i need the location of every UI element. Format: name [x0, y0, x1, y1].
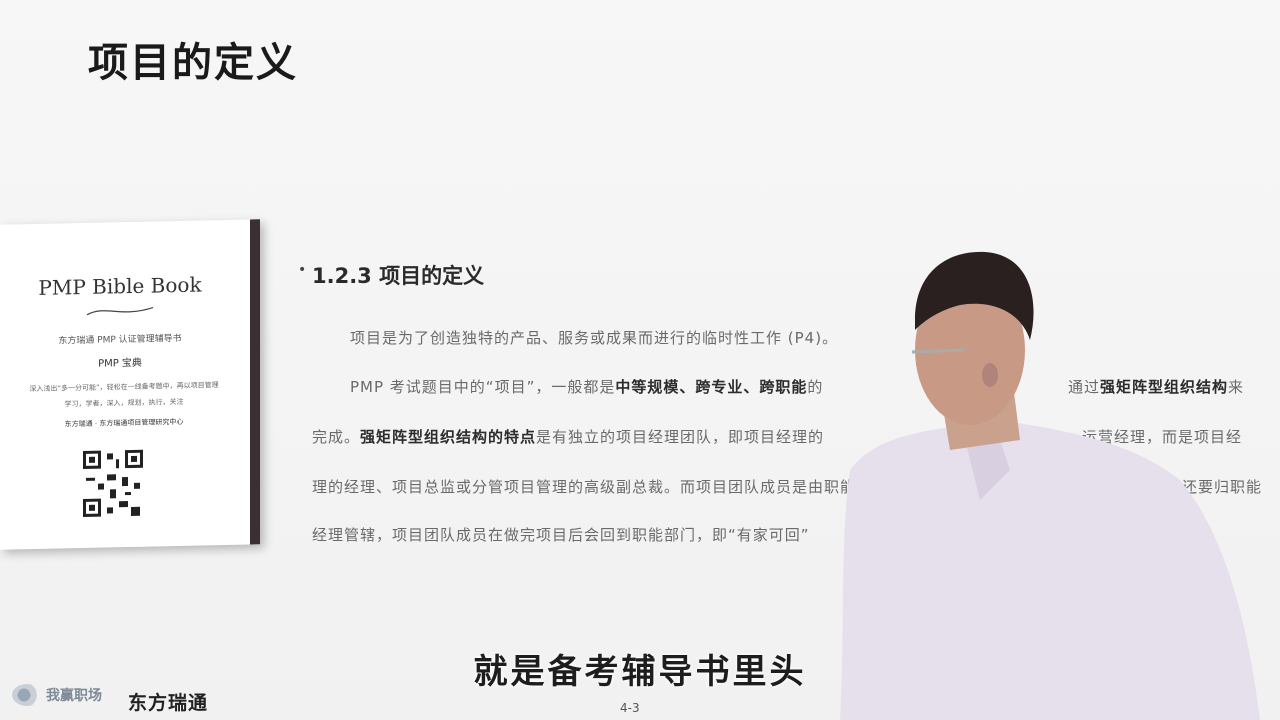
book-cover: PMP Bible Book 东方瑞通 PMP 认证管理辅导书 PMP 宝典 深… [0, 219, 260, 550]
paragraph-4-end: 政上还要归职能 [1150, 478, 1263, 496]
book-swash-decoration [86, 306, 154, 316]
paragraph-3: 完成。强矩阵型组织结构的特点是有独立的项目经理团队，即项目经理的 [312, 426, 824, 447]
slide-title: 项目的定义 [88, 40, 298, 86]
logo-left-text: 我赢职场 [46, 688, 102, 704]
book-title: PMP Bible Book [38, 272, 202, 300]
p2-emphasis-2: 强矩阵型组织结构 [1100, 378, 1229, 396]
logo-right: 东方瑞通 [128, 692, 209, 714]
paragraph-1: 项目是为了创造独特的产品、服务或成果而进行的临时性工作 (P4)。 [350, 329, 839, 347]
p2-part-c: 的 [807, 378, 824, 396]
p2-emphasis-1: 中等规模、跨专业、跨职能 [615, 378, 808, 396]
p3-part-c: 是有独立的项目经理团队，即项目经理的 [536, 428, 825, 446]
bullet-icon: • [298, 262, 307, 278]
book-line-1: 深入浅出“多一分可能”，轻松在一线备考题中，再以项目管理 [29, 381, 219, 394]
p2-part-d: 通过 [1068, 378, 1101, 396]
p2-part-f: 来 [1228, 378, 1245, 396]
p2-part-a: PMP 考试题目中的“项目”，一般都是 [350, 378, 616, 396]
paragraph-2: PMP 考试题目中的“项目”，一般都是中等规模、跨专业、跨职能的 [350, 376, 823, 397]
paragraph-3-end: 运营经理，而是项目经 [1082, 428, 1243, 446]
qr-code-icon [80, 446, 146, 521]
paragraph-4: 理的经理、项目总监或分管项目管理的高级副总裁。而项目团队成员是由职能部 [312, 478, 873, 496]
book-subtitle-2: PMP 宝典 [98, 357, 142, 370]
book-subtitle: 东方瑞通 PMP 认证管理辅导书 [58, 333, 182, 347]
page-number: 4-3 [620, 701, 640, 715]
p3-part-a: 完成。 [312, 428, 361, 446]
brand-logo-icon [12, 684, 42, 706]
p3-emphasis: 强矩阵型组织结构的特点 [360, 428, 537, 446]
video-caption: 就是备考辅导书里头 [473, 652, 807, 692]
logo-left: 我赢职场 [12, 684, 102, 706]
paragraph-5: 经理管辖，项目团队成员在做完项目后会回到职能部门，即“有家可回” [312, 526, 810, 544]
paragraph-2-end: 通过强矩阵型组织结构来 [1068, 376, 1244, 397]
book-line-2: 学习，学者，深入，规划，执行，关注 [64, 397, 184, 409]
section-heading: 1.2.3 项目的定义 [312, 264, 485, 288]
book-line-3: 东方瑞通 · 东方瑞通项目管理研究中心 [64, 417, 184, 429]
